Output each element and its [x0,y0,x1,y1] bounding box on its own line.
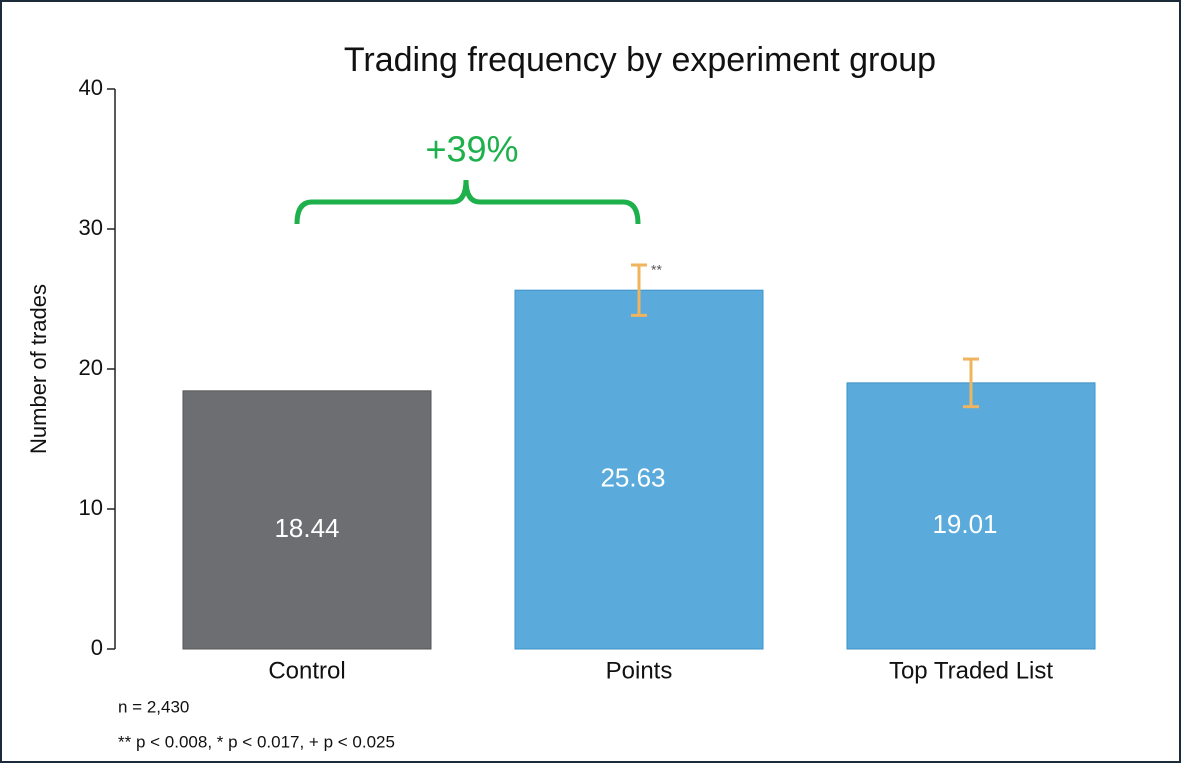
value-label: 18.44 [274,513,339,543]
y-tick-label: 40 [79,75,103,100]
increase-annotation: +39% [425,129,518,170]
chart-title: Trading frequency by experiment group [344,41,936,79]
bar [182,390,432,650]
x-tick-label: Points [606,657,673,684]
bar [514,289,764,650]
y-tick-label: 0 [91,635,103,660]
x-tick-label: Top Traded List [889,657,1053,684]
bar [846,382,1096,650]
bracket [294,179,641,225]
y-tick-label: 20 [79,355,103,380]
x-tick-label: Control [268,657,345,684]
y-axis-label: Number of trades [26,284,51,454]
note: ** p < 0.008, * p < 0.017, + p < 0.025 [118,732,395,751]
y-tick-label: 10 [79,495,103,520]
value-label: 25.63 [600,462,665,492]
value-label: 19.01 [932,509,997,539]
significance: ** [651,262,662,278]
note: n = 2,430 [118,697,189,716]
y-tick-label: 30 [79,215,103,240]
